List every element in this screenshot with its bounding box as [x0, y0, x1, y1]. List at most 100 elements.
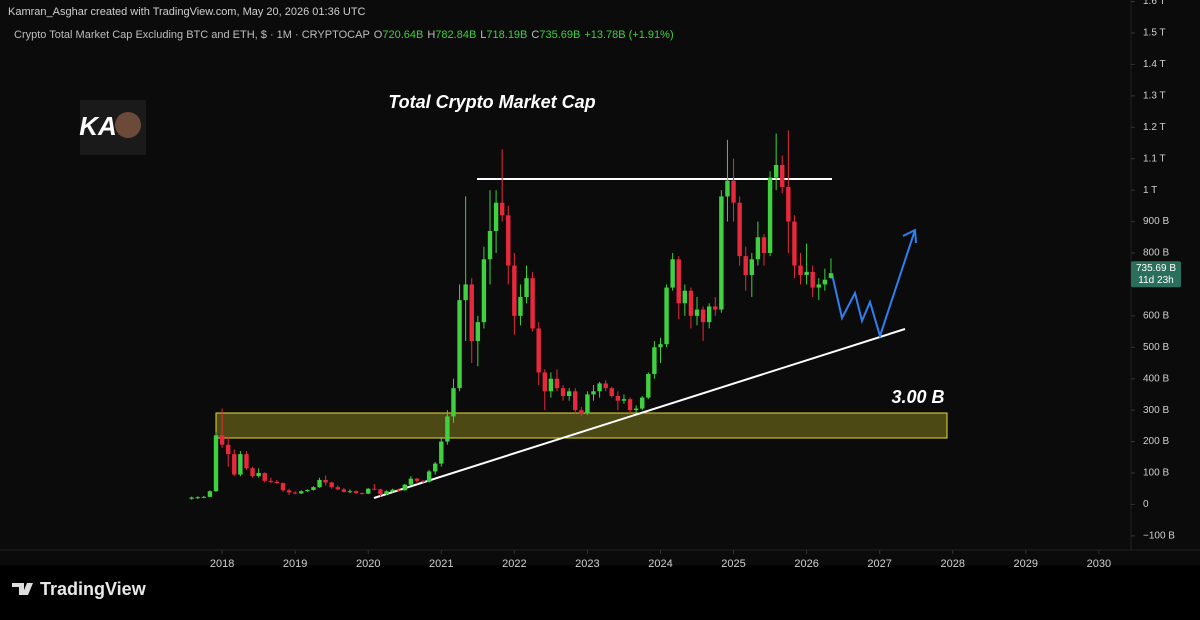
candle-body	[408, 478, 414, 485]
projection-path	[831, 229, 916, 340]
candle-body	[652, 347, 657, 374]
support-zone	[215, 412, 948, 439]
candle-body	[292, 492, 298, 494]
x-tick-label: 2026	[794, 558, 818, 570]
candle-body	[305, 489, 310, 492]
zone-label: 3.00 B	[891, 387, 944, 407]
candle-body	[670, 259, 675, 288]
candle-body	[299, 491, 304, 494]
candle-body	[731, 180, 736, 203]
y-tick-label: 900 B	[1143, 216, 1169, 227]
candle-body	[627, 399, 633, 411]
y-tick-label: 1.6 T	[1143, 0, 1166, 7]
candle-body	[353, 491, 359, 494]
x-tick-label: 2024	[648, 558, 672, 570]
candle-body	[646, 374, 651, 398]
candle-body	[548, 378, 554, 392]
ohlc-value: 718.19B	[486, 29, 527, 41]
candle-body	[640, 397, 645, 409]
y-tick-label: 1 T	[1143, 185, 1157, 196]
ohlc-value: 735.69B	[539, 29, 580, 41]
y-tick-label: 1.4 T	[1143, 59, 1166, 70]
candle-body	[317, 479, 322, 488]
ohlc-key: L	[480, 29, 486, 41]
candle-body	[591, 391, 596, 395]
candle-body	[737, 202, 742, 257]
y-tick-label: −100 B	[1143, 530, 1175, 541]
x-tick-label: 2023	[575, 558, 599, 570]
symbol: Crypto Total Market Cap Excluding BTC an…	[14, 29, 370, 41]
candle-body	[822, 279, 828, 285]
candle-body	[560, 388, 566, 396]
ohlc-key: O	[374, 29, 383, 41]
candle-body	[615, 396, 621, 401]
candle-body	[335, 487, 340, 490]
candle-body	[743, 256, 748, 275]
trend-line	[373, 328, 906, 499]
candle-body	[706, 306, 712, 323]
candle-body	[585, 394, 590, 414]
candle-body	[414, 478, 420, 481]
candle-body	[780, 165, 785, 187]
candle-body	[755, 237, 761, 260]
ohlc-value: 782.84B	[435, 29, 476, 41]
candle-body	[499, 202, 505, 216]
candle-body	[700, 309, 706, 323]
candle-body	[694, 309, 700, 316]
countdown: 11d 23h	[1138, 275, 1173, 286]
candle-body	[213, 435, 219, 492]
y-tick-label: 800 B	[1143, 248, 1169, 259]
candle-body	[195, 497, 200, 499]
last-price-label: 735.69 B	[1136, 263, 1176, 274]
x-tick-label: 2022	[502, 558, 526, 570]
candle-body	[207, 491, 213, 497]
candle-body	[725, 180, 730, 197]
candle-body	[262, 473, 267, 481]
candle-body	[609, 388, 614, 396]
candle-body	[597, 383, 602, 392]
candle-body	[366, 488, 371, 494]
candle-body	[469, 284, 474, 341]
candle-body	[573, 391, 578, 411]
candle-body	[621, 399, 627, 401]
candle-body	[828, 273, 834, 278]
candle-body	[274, 481, 280, 484]
candle-body	[426, 471, 432, 482]
candle-body	[433, 463, 438, 472]
candle-body	[658, 344, 663, 348]
title: Total Crypto Market Cap	[388, 92, 595, 112]
candle-body	[396, 489, 401, 491]
x-tick-label: 2021	[429, 558, 453, 570]
x-tick-label: 2020	[356, 558, 380, 570]
logo: TradingView	[40, 579, 147, 599]
candle-body	[280, 483, 286, 491]
candle-body	[250, 468, 255, 477]
ohlc-key: H	[427, 29, 435, 41]
candle-body	[439, 441, 444, 464]
candle-body	[554, 378, 560, 389]
candle-body	[682, 290, 688, 304]
x-tick-label: 2019	[283, 558, 307, 570]
candle-body	[713, 306, 718, 310]
y-tick-label: 600 B	[1143, 310, 1169, 321]
candle-body	[798, 265, 803, 275]
candle-body	[566, 391, 572, 396]
candle-body	[524, 278, 529, 297]
x-tick-label: 2025	[721, 558, 745, 570]
candle-body	[804, 271, 809, 275]
candle-body	[761, 237, 767, 253]
candle-body	[603, 383, 608, 389]
candle-body	[749, 259, 755, 275]
ohlc-key: C	[531, 29, 539, 41]
candle-body	[664, 287, 669, 345]
candle-body	[536, 328, 541, 373]
candles	[189, 130, 834, 500]
footer-bg	[0, 565, 1200, 615]
candle-body	[341, 489, 347, 492]
candle-body	[445, 416, 450, 442]
logo-icon	[12, 583, 33, 595]
candle-body	[475, 322, 481, 341]
y-tick-label: 0	[1143, 499, 1149, 510]
